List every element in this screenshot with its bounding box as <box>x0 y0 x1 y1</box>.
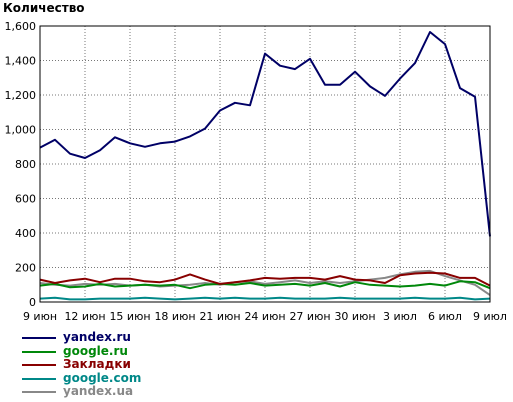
y-tick-label: 1,400 <box>5 55 37 68</box>
x-axis-ticks: 9 июн 12 июн 15 июн 18 июн 21 июн 24 июн 27 ию… <box>23 310 507 323</box>
legend-swatch <box>22 350 56 353</box>
x-tick-label: 30 июн <box>334 310 375 323</box>
y-tick-label: 0 <box>29 296 36 309</box>
x-tick-label: 18 июн <box>154 310 195 323</box>
x-tick-label: 9 июн <box>23 310 57 323</box>
x-tick-label: 24 июн <box>244 310 285 323</box>
series-line-google-ru <box>39 280 491 290</box>
x-tick-label: 21 июн <box>199 310 240 323</box>
y-tick-label: 200 <box>15 262 36 275</box>
y-tick-label: 400 <box>15 227 36 240</box>
legend-label: yandex.ru <box>63 330 131 344</box>
legend-swatch <box>22 337 56 339</box>
x-tick-label: 15 июн <box>109 310 150 323</box>
y-tick-label: 1,600 <box>5 20 37 33</box>
series-lines <box>39 31 491 301</box>
legend-label: google.com <box>63 370 142 385</box>
chart-title: Количество <box>3 1 85 15</box>
grid <box>39 25 491 303</box>
y-axis-ticks: 0 200 400 600 800 1,000 1,200 1,400 1,600 <box>5 20 37 309</box>
series-line-google-com <box>39 296 491 301</box>
y-tick-label: 1,000 <box>5 124 37 137</box>
x-tick-label: 3 июл <box>383 310 417 323</box>
y-tick-label: 800 <box>15 158 36 171</box>
legend-label: google.ru <box>63 343 128 358</box>
series-line-yandex-ru <box>39 31 491 237</box>
x-tick-label: 9 июл <box>473 310 507 323</box>
x-tick-label: 6 июл <box>428 310 462 323</box>
legend-swatch <box>22 377 56 380</box>
y-tick-label: 600 <box>15 193 36 206</box>
legend-label: yandex.ua <box>63 384 134 399</box>
series-line-Закладки <box>39 271 491 287</box>
x-tick-label: 12 июн <box>64 310 105 323</box>
y-tick-label: 1,200 <box>5 89 37 102</box>
legend-swatch <box>22 391 56 394</box>
series-line-yandex-ua <box>39 269 491 296</box>
x-tick-label: 27 июн <box>289 310 330 323</box>
plot-frame <box>39 25 491 303</box>
legend-swatch <box>22 364 56 367</box>
legend-label: Закладки <box>63 357 131 372</box>
line-chart: 0 200 400 600 800 1,000 1,200 1,400 1,600 9 июн 1… <box>5 20 507 323</box>
